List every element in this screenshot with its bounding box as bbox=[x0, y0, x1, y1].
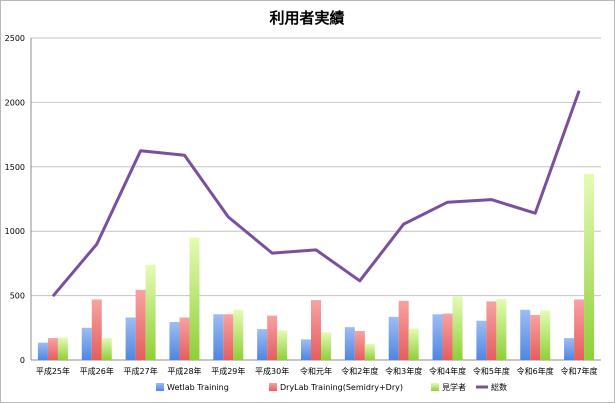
y-tick-label: 1500 bbox=[5, 163, 25, 172]
x-tick-label: 平成29年 bbox=[211, 366, 245, 376]
x-tick-label: 令和3年度 bbox=[385, 366, 422, 376]
bar bbox=[574, 299, 585, 360]
bar bbox=[354, 331, 365, 360]
bar bbox=[530, 314, 541, 360]
x-tick-label: 平成28年 bbox=[167, 366, 201, 376]
x-tick-label: 令和元年 bbox=[300, 366, 332, 376]
x-tick-label: 平成25年 bbox=[36, 366, 70, 376]
bar bbox=[364, 343, 375, 360]
bar bbox=[442, 313, 453, 360]
x-tick-label: 平成27年 bbox=[124, 366, 158, 376]
bar bbox=[311, 300, 321, 360]
bar bbox=[81, 327, 92, 360]
bar bbox=[398, 300, 409, 360]
bar bbox=[277, 330, 288, 360]
x-tick-label: 令和5年度 bbox=[473, 366, 510, 376]
bar bbox=[257, 329, 268, 360]
bar bbox=[486, 301, 497, 360]
bar bbox=[101, 338, 112, 360]
y-tick-label: 1000 bbox=[5, 227, 25, 236]
bar bbox=[564, 338, 575, 360]
x-tick-label: 平成26年 bbox=[80, 366, 114, 376]
legend-label: 見学者 bbox=[442, 382, 466, 392]
bar bbox=[169, 322, 180, 360]
bar bbox=[125, 317, 136, 360]
legend-swatch bbox=[269, 383, 277, 391]
chart-title: 利用者実績 bbox=[269, 9, 344, 27]
bar bbox=[91, 299, 102, 360]
bar bbox=[321, 332, 331, 360]
y-tick-label: 2000 bbox=[5, 98, 25, 107]
bar bbox=[47, 338, 58, 360]
bar bbox=[223, 314, 234, 360]
legend-swatch bbox=[156, 383, 164, 391]
bar bbox=[408, 328, 419, 360]
bar bbox=[520, 309, 531, 360]
x-tick-label: 令和6年度 bbox=[517, 366, 554, 376]
total-line bbox=[51, 90, 581, 298]
bar bbox=[57, 337, 68, 360]
bar bbox=[179, 317, 190, 360]
bar bbox=[540, 310, 551, 360]
bar bbox=[344, 327, 355, 360]
bar bbox=[233, 309, 244, 360]
grid-lines bbox=[30, 37, 601, 361]
x-tick-label: 令和4年度 bbox=[429, 366, 466, 376]
bar bbox=[213, 314, 224, 360]
y-axis: 0 500 1000 1500 2000 2500 bbox=[5, 34, 25, 365]
bar bbox=[388, 316, 399, 360]
y-tick-label: 0 bbox=[20, 356, 25, 365]
legend-swatch bbox=[431, 383, 439, 391]
bar bbox=[189, 237, 200, 360]
bar bbox=[267, 315, 278, 360]
x-tick-label: 令和2年度 bbox=[341, 366, 378, 376]
bar bbox=[432, 314, 443, 360]
y-tick-label: 2500 bbox=[5, 34, 25, 43]
bar bbox=[476, 320, 487, 360]
legend: Wetlab Training DryLab Training(Semidry+D… bbox=[156, 382, 507, 392]
bar bbox=[584, 173, 595, 360]
legend-label: Wetlab Training bbox=[167, 383, 229, 392]
bars bbox=[37, 173, 595, 360]
x-tick-label: 令和7年度 bbox=[561, 366, 598, 376]
bar bbox=[301, 339, 311, 360]
bar bbox=[452, 296, 463, 360]
legend-label: 総数 bbox=[491, 382, 507, 392]
y-tick-label: 500 bbox=[10, 292, 25, 301]
legend-label: DryLab Training(Semidry+Dry) bbox=[280, 383, 403, 392]
bar bbox=[37, 342, 48, 360]
bar bbox=[496, 298, 507, 360]
total-line-series bbox=[51, 90, 581, 298]
x-tick-label: 平成30年 bbox=[255, 366, 289, 376]
x-axis: 平成25年 平成26年 平成27年 平成28年 平成29年 平成30年 令和元年 令和2年度令… bbox=[36, 366, 598, 376]
bar bbox=[135, 289, 146, 360]
bar bbox=[145, 264, 156, 360]
